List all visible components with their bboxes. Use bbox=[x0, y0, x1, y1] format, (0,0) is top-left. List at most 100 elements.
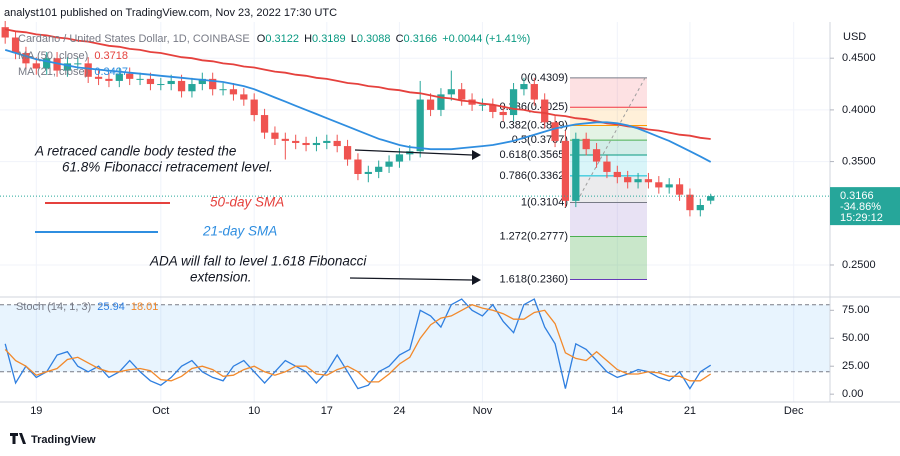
x-tick-label: 24 bbox=[393, 405, 405, 417]
ohlc-label: H bbox=[304, 33, 312, 45]
candle-body bbox=[551, 122, 559, 141]
candle-body bbox=[240, 94, 248, 100]
candle-body bbox=[333, 140, 341, 147]
arrow-head bbox=[472, 275, 481, 285]
candle-body bbox=[105, 78, 113, 81]
legend-value: 0.3718 bbox=[94, 50, 128, 62]
candle-body bbox=[478, 104, 487, 106]
legend-name: MA (21, close) bbox=[18, 66, 88, 78]
ohlc-label: C bbox=[396, 33, 404, 45]
annotation: A retraced candle body tested the bbox=[34, 144, 236, 159]
legend-value: 0.3497 bbox=[94, 66, 128, 78]
symbol: Cardano / United States Dollar, 1D, COIN… bbox=[18, 33, 250, 45]
candle-body bbox=[22, 53, 30, 64]
stoch-line bbox=[4, 298, 712, 390]
candle-body bbox=[592, 149, 601, 162]
candle-body bbox=[312, 142, 321, 146]
candle-body bbox=[675, 184, 684, 195]
candle-body bbox=[520, 84, 528, 90]
y-tick-label: 25.00 bbox=[842, 360, 870, 372]
x-tick-label: 10 bbox=[248, 405, 260, 417]
candle-body bbox=[323, 140, 331, 143]
fib-label: 1(0.3104) bbox=[521, 196, 568, 208]
candle-body bbox=[63, 63, 72, 71]
candle-body bbox=[209, 78, 217, 90]
ma50-legend: MA (50, close) 0.3718 bbox=[18, 50, 128, 62]
y-tick-label: 50.00 bbox=[842, 332, 870, 344]
x-tick-label: 14 bbox=[611, 405, 623, 417]
countdown-label: 15:29:12 bbox=[840, 212, 883, 224]
candle-body bbox=[437, 94, 445, 110]
fib-band bbox=[570, 175, 647, 203]
candle-body bbox=[686, 194, 694, 211]
candle-body bbox=[499, 111, 507, 116]
candle-body bbox=[281, 138, 289, 141]
annotation: ADA will fall to level 1.618 Fibonacci bbox=[149, 254, 367, 269]
candle-body bbox=[530, 84, 538, 100]
candle-body bbox=[43, 58, 51, 69]
ohlc-label: O bbox=[257, 33, 266, 45]
y-tick-label: 75.00 bbox=[842, 304, 870, 316]
change-label: -34.86% bbox=[840, 201, 881, 213]
arrow bbox=[349, 277, 473, 281]
ohlc-label: L bbox=[351, 33, 357, 45]
candle-body bbox=[302, 142, 310, 146]
legend-name: MA (50, close) bbox=[18, 50, 88, 62]
x-tick-label: 17 bbox=[321, 405, 333, 417]
candle-body bbox=[126, 73, 134, 79]
x-tick-label: 21 bbox=[684, 405, 696, 417]
x-tick-label: Nov bbox=[473, 405, 493, 417]
candle-body bbox=[634, 179, 642, 183]
fib-band bbox=[570, 77, 647, 108]
candle-body bbox=[177, 80, 186, 92]
candle-body bbox=[696, 205, 704, 211]
fib-label: 0.618(0.3565) bbox=[500, 149, 569, 161]
candle-body bbox=[707, 196, 715, 201]
candle-body bbox=[426, 99, 435, 110]
fib-trend-line bbox=[579, 77, 646, 197]
candle-body bbox=[665, 184, 673, 188]
candle-body bbox=[157, 84, 165, 86]
price-label-box bbox=[830, 187, 900, 226]
stoch-pane bbox=[0, 298, 830, 390]
candle-body bbox=[292, 140, 300, 143]
logo-mark bbox=[10, 433, 26, 444]
candle-body bbox=[32, 63, 40, 69]
ohlc-value: 0.3088 bbox=[357, 33, 391, 45]
annotation: 61.8% Fibonacci retracement level. bbox=[62, 160, 273, 175]
candle-body bbox=[582, 138, 590, 150]
annotation: 50-day SMA bbox=[210, 195, 284, 210]
fib-label: 0(0.4309) bbox=[521, 72, 568, 84]
x-tick-label: Oct bbox=[152, 405, 169, 417]
legend-value: 25.94 bbox=[97, 301, 125, 313]
candle-body bbox=[271, 132, 279, 139]
ohlc-value: 0.3122 bbox=[265, 33, 299, 45]
grid bbox=[0, 22, 830, 402]
stoch-line bbox=[4, 303, 712, 383]
candle-body bbox=[94, 76, 103, 79]
candle-body bbox=[458, 89, 466, 100]
y-tick-label: 0.2500 bbox=[842, 259, 876, 271]
fib-label: 0.382(0.3849) bbox=[500, 119, 569, 131]
fib-band bbox=[570, 236, 647, 280]
candle-body bbox=[188, 84, 196, 92]
ohlc-value: 0.3166 bbox=[404, 33, 438, 45]
candle-body bbox=[561, 140, 570, 201]
candle-body bbox=[375, 166, 383, 172]
fib-band bbox=[570, 202, 647, 237]
stoch-band bbox=[0, 304, 830, 372]
annotation: 21-day SMA bbox=[202, 224, 277, 239]
candle-body bbox=[198, 78, 206, 85]
header: analyst101 published on TradingView.com,… bbox=[4, 7, 337, 19]
candle-body bbox=[260, 115, 269, 133]
arrow bbox=[354, 149, 473, 156]
candle-body bbox=[395, 154, 404, 162]
candle-body bbox=[624, 177, 632, 183]
stoch-legend: Stoch (14, 1, 3) 25.94 18.01 bbox=[16, 301, 158, 313]
candle-body bbox=[167, 80, 175, 85]
ma-line bbox=[5, 28, 711, 140]
candle-body bbox=[364, 171, 372, 174]
y-tick-label: 0.4000 bbox=[842, 104, 876, 116]
candle-body bbox=[644, 179, 653, 183]
